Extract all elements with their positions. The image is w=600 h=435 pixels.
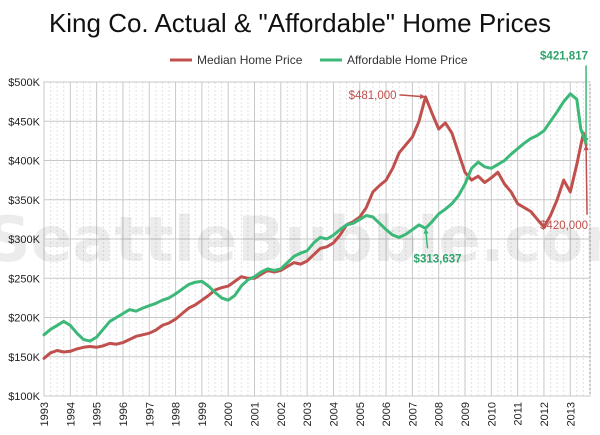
- x-tick-label: 2011: [513, 402, 525, 426]
- legend-label-affordable: Affordable Home Price: [347, 53, 468, 67]
- x-tick-label: 1999: [197, 402, 209, 426]
- x-tick-label: 2004: [328, 402, 340, 426]
- annotation-arrow: [585, 144, 588, 215]
- x-tick-label: 1998: [171, 402, 183, 426]
- x-tick-label: 1993: [39, 402, 51, 426]
- x-tick-label: 1997: [144, 402, 156, 426]
- x-tick-label: 2012: [539, 402, 551, 426]
- x-tick-label: 2002: [276, 402, 288, 426]
- annotation-arrowhead: [423, 228, 429, 234]
- series-median-home-price: [42, 95, 588, 360]
- x-tick-label: 2000: [223, 402, 235, 426]
- x-tick-label: 2013: [565, 402, 577, 426]
- y-tick-label: $150K: [8, 352, 40, 364]
- legend-label-median: Median Home Price: [197, 53, 303, 67]
- annotation-label: $420,000: [540, 220, 588, 232]
- y-tick-label: $350K: [8, 195, 40, 207]
- y-tick-label: $200K: [8, 313, 40, 325]
- x-tick-label: 1995: [92, 402, 104, 426]
- x-tick-label: 1994: [65, 402, 77, 426]
- x-tick-label: 2005: [355, 402, 367, 426]
- y-axis: $100K $150K $200K $250K $300K $350K $400K $450K…: [8, 77, 40, 403]
- annotations: $481,000 $313,637 $421,817 $420,000: [349, 50, 589, 265]
- annotation-arrowhead: [419, 93, 426, 100]
- x-tick-label: 2001: [250, 402, 262, 426]
- x-tick-label: 1996: [118, 402, 130, 426]
- series-lines: [42, 92, 588, 360]
- x-tick-label: 2009: [460, 402, 472, 426]
- y-tick-label: $400K: [8, 156, 40, 168]
- plot-area: SeattleBubble.com $481,000$313,637$421,8…: [0, 50, 600, 397]
- annotation-arrowhead: [583, 137, 589, 144]
- y-tick-label: $250K: [8, 273, 40, 285]
- annotation-arrowhead: [583, 144, 589, 151]
- y-tick-label: $500K: [8, 77, 40, 89]
- x-tick-label: 2006: [381, 402, 393, 426]
- annotation-label: $313,637: [414, 253, 462, 265]
- y-tick-label: $100K: [8, 391, 40, 403]
- y-tick-label: $300K: [8, 234, 40, 246]
- legend: Median Home Price Affordable Home Price: [170, 53, 468, 67]
- x-tick-label: 2010: [486, 402, 498, 426]
- chart-title: King Co. Actual & "Affordable" Home Pric…: [49, 8, 551, 38]
- x-tick-label: 2007: [407, 402, 419, 426]
- x-tick-label: 2008: [434, 402, 446, 426]
- x-axis: 1993 1994 1995 1996 1997 1998 1999 2000 2001 2002…: [39, 402, 577, 426]
- x-tick-label: 2003: [302, 402, 314, 426]
- y-tick-label: $450K: [8, 116, 40, 128]
- annotation-label: $421,817: [540, 50, 588, 62]
- series-affordable-home-price: [42, 92, 588, 343]
- annotation-label: $481,000: [349, 90, 397, 102]
